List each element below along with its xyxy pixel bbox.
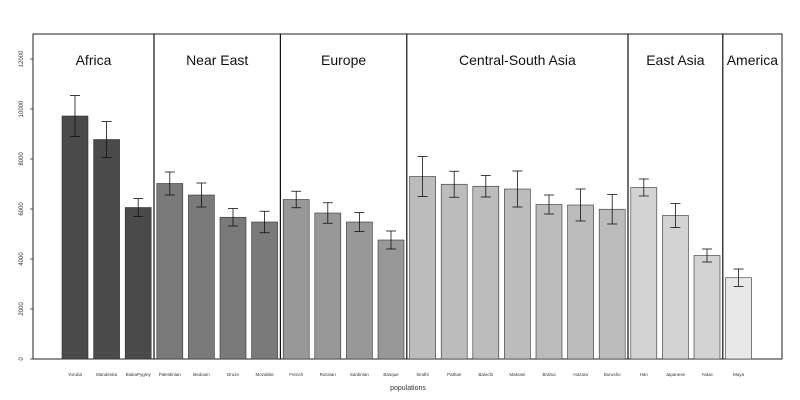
y-tick-label: 6000 bbox=[19, 202, 25, 216]
y-axis: 0 2000 4000 6000 8000 10000 12000 bbox=[19, 50, 33, 361]
bar bbox=[535, 204, 563, 360]
bar bbox=[725, 277, 752, 360]
category-label: Makrani bbox=[509, 372, 525, 377]
category-label: Basque bbox=[383, 372, 399, 377]
category-label: Bedouin bbox=[193, 372, 210, 377]
bar bbox=[472, 185, 500, 360]
bar bbox=[377, 239, 405, 360]
region-label: Central-South Asia bbox=[459, 52, 576, 68]
x-axis-category-labels: Yoruba Mandenka BiakaPygmy Palestinian Bedou… bbox=[68, 372, 745, 377]
bar bbox=[567, 204, 594, 360]
bar bbox=[251, 221, 278, 360]
category-label: Sardinian bbox=[350, 372, 370, 377]
region-label: Europe bbox=[321, 52, 366, 68]
bar bbox=[598, 208, 626, 360]
category-label: Russian bbox=[320, 372, 337, 377]
bar bbox=[693, 255, 721, 360]
bar bbox=[156, 183, 184, 360]
plot-frame bbox=[32, 33, 783, 360]
category-label: Druze bbox=[227, 372, 240, 377]
category-label: French bbox=[289, 372, 304, 377]
category-label: Japanese bbox=[666, 372, 686, 377]
bar bbox=[409, 176, 436, 360]
bar bbox=[630, 187, 658, 360]
region-labels: Africa Near East Europe Central-South Asia E… bbox=[76, 52, 779, 68]
bar bbox=[124, 207, 152, 360]
y-tick-label: 8000 bbox=[19, 152, 25, 166]
category-label: Yoruba bbox=[68, 372, 83, 377]
bar bbox=[440, 183, 468, 360]
bar bbox=[61, 115, 89, 360]
y-tick-label: 0 bbox=[19, 357, 25, 361]
bars-layer bbox=[61, 95, 752, 360]
bar bbox=[282, 199, 310, 360]
category-label: Yakut bbox=[701, 372, 713, 377]
region-label: America bbox=[727, 52, 779, 68]
category-label: Palestinian bbox=[159, 372, 182, 377]
y-tick-label: 4000 bbox=[19, 252, 25, 266]
bar bbox=[219, 216, 247, 360]
category-label: Maya bbox=[733, 372, 745, 377]
bar bbox=[93, 139, 120, 360]
category-label: Mozabite bbox=[255, 372, 274, 377]
bar bbox=[188, 194, 215, 360]
bar bbox=[346, 221, 373, 360]
category-label: Brahui bbox=[542, 372, 555, 377]
category-label: Pathan bbox=[447, 372, 462, 377]
region-label: East Asia bbox=[646, 52, 705, 68]
bar bbox=[504, 188, 531, 360]
y-tick-label: 12000 bbox=[19, 50, 25, 67]
category-label: Mandenka bbox=[96, 372, 118, 377]
y-tick-label: 10000 bbox=[19, 100, 25, 117]
region-dividers bbox=[153, 34, 724, 359]
region-label: Africa bbox=[76, 52, 112, 68]
bar bbox=[314, 212, 342, 360]
category-label: Balochi bbox=[478, 372, 493, 377]
y-tick-label: 2000 bbox=[19, 302, 25, 316]
region-label: Near East bbox=[186, 52, 248, 68]
category-label: BiakaPygmy bbox=[126, 372, 152, 377]
bar bbox=[662, 215, 689, 360]
category-label: Hazara bbox=[573, 372, 588, 377]
x-axis-title: populations bbox=[390, 385, 426, 392]
category-label: Sindhi bbox=[416, 372, 429, 377]
category-label: Burusho bbox=[604, 372, 621, 377]
category-label: Han bbox=[640, 372, 649, 377]
